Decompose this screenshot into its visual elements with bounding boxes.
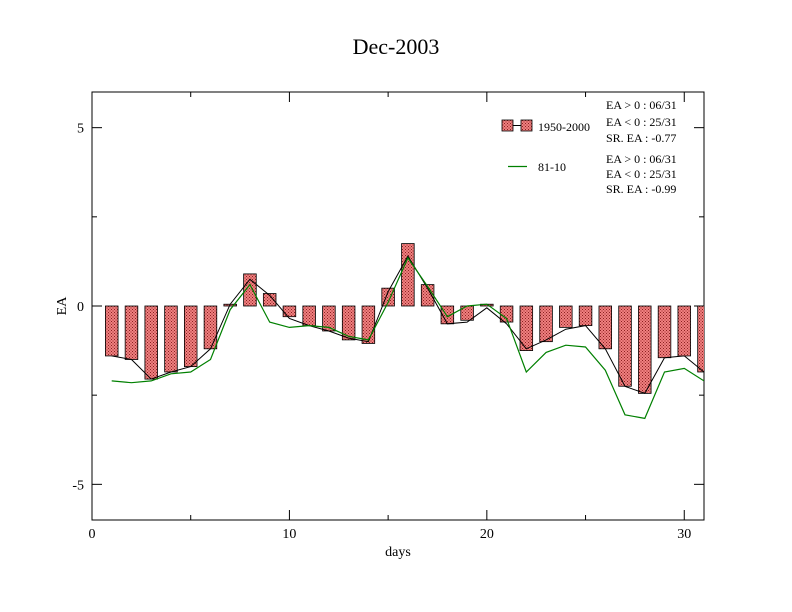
- series-line-1950-2000: [111, 255, 704, 395]
- bar: [144, 305, 158, 380]
- bar: [697, 305, 704, 373]
- bar: [559, 305, 573, 328]
- x-tick-label: 10: [282, 527, 296, 542]
- legend-stat-8110-pos: EA > 0 : 06/31: [606, 152, 677, 166]
- bar: [203, 305, 218, 350]
- y-tick-label: 5: [77, 122, 84, 137]
- bar: [598, 305, 613, 350]
- bar: [361, 305, 376, 344]
- x-axis-ticks: 0 10 20 30: [89, 92, 691, 542]
- legend-bar-swatch-right: [520, 119, 533, 132]
- legend-label-81-10: 81-10: [538, 160, 566, 174]
- legend-stat-8110-sr: SR. EA : -0.99: [606, 182, 676, 196]
- series-line-81-10: [111, 256, 704, 420]
- series-lines: [111, 255, 704, 420]
- bar: [302, 305, 316, 327]
- bar: [282, 305, 297, 318]
- x-tick-label: 20: [480, 527, 494, 542]
- bar: [401, 243, 415, 307]
- legend-stat-1950-neg: EA < 0 : 25/31: [606, 115, 677, 129]
- bar: [638, 305, 652, 394]
- chart-title: Dec-2003: [353, 34, 440, 59]
- bar: [164, 305, 178, 373]
- legend: 1950-2000 EA > 0 : 06/31 EA < 0 : 25/31 …: [501, 98, 677, 196]
- bar: [262, 293, 277, 307]
- bar: [539, 305, 553, 343]
- bar: [341, 305, 356, 341]
- legend-stat-1950-pos: EA > 0 : 06/31: [606, 98, 677, 112]
- legend-label-1950-2000: 1950-2000: [538, 120, 590, 134]
- x-tick-label: 30: [677, 527, 691, 542]
- bar: [105, 305, 119, 357]
- y-tick-label: 0: [77, 300, 84, 315]
- legend-stat-1950-sr: SR. EA : -0.77: [606, 131, 676, 145]
- legend-bar-swatch-left: [501, 119, 514, 132]
- x-axis-label: days: [385, 545, 411, 560]
- bar: [618, 305, 632, 387]
- bar: [124, 305, 139, 360]
- bar: [183, 305, 198, 368]
- legend-stat-8110-neg: EA < 0 : 25/31: [606, 167, 677, 181]
- bar: [519, 305, 534, 351]
- y-axis-label: EA: [55, 296, 70, 316]
- y-tick-label: -5: [72, 478, 84, 493]
- bar: [657, 305, 672, 359]
- bar: [677, 305, 691, 357]
- bar: [381, 287, 395, 307]
- x-tick-label: 0: [89, 527, 96, 542]
- bar: [578, 305, 593, 327]
- bars: [105, 243, 704, 394]
